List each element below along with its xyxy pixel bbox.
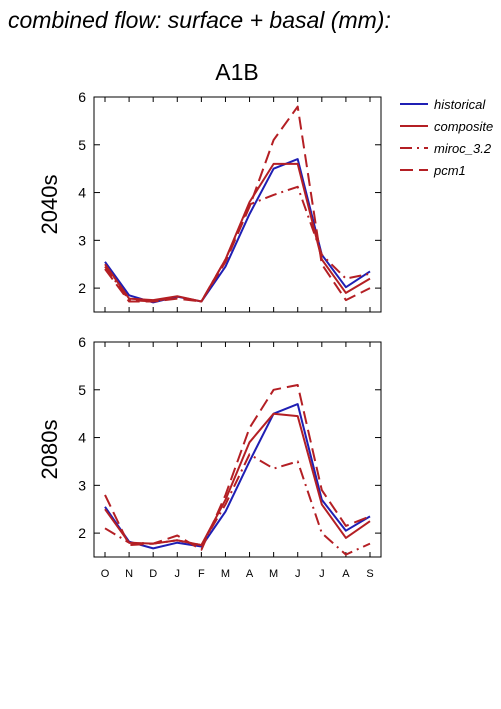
x-tick-label: N — [125, 568, 133, 580]
plot-frame — [93, 341, 382, 558]
y-tick-label: 6 — [78, 334, 86, 350]
x-tick-label: S — [366, 568, 373, 580]
y-axis-label: 2080s — [37, 420, 62, 480]
y-tick-label: 4 — [78, 185, 86, 201]
legend-label: pcm1 — [433, 163, 466, 178]
y-tick-label: 4 — [78, 430, 86, 446]
figure-title: combined flow: surface + basal (mm): — [8, 7, 391, 33]
y-tick-label: 3 — [78, 477, 86, 493]
x-tick-label: M — [221, 568, 230, 580]
series-line-historical — [104, 403, 371, 550]
legend: historical composite miroc_3.2 pcm1 — [400, 97, 493, 178]
panel-2080s: 2 3 4 5 6 O N D J F M A M J J A S 2080s — [37, 334, 382, 580]
x-tick-label: A — [342, 568, 350, 580]
y-tick-label: 5 — [78, 382, 86, 398]
y-axis-label: 2040s — [37, 175, 62, 235]
y-tick-label: 2 — [78, 280, 86, 296]
x-tick-label: O — [101, 568, 110, 580]
x-tick-label: J — [175, 568, 181, 580]
x-tick-label: M — [269, 568, 278, 580]
y-tick-label: 6 — [78, 89, 86, 105]
x-tick-label: A — [246, 568, 254, 580]
legend-label: historical — [434, 97, 486, 112]
x-tick-label: J — [319, 568, 325, 580]
legend-label: miroc_3.2 — [434, 141, 492, 156]
y-tick-label: 2 — [78, 525, 86, 541]
series-line-pcm1 — [104, 105, 371, 303]
plot-frame — [93, 96, 382, 313]
x-tick-label: F — [198, 568, 205, 580]
panel-2040s: 2 3 4 5 6 2040s — [37, 89, 382, 313]
scenario-title: A1B — [215, 59, 258, 85]
y-tick-label: 3 — [78, 232, 86, 248]
legend-label: composite — [434, 119, 493, 134]
series-line-pcm1 — [104, 384, 371, 551]
x-tick-label: J — [295, 568, 301, 580]
x-tick-label: D — [149, 568, 157, 580]
series-line-miroc-3-2 — [104, 185, 371, 303]
y-tick-label: 5 — [78, 137, 86, 153]
series-line-miroc-3-2 — [104, 453, 371, 556]
